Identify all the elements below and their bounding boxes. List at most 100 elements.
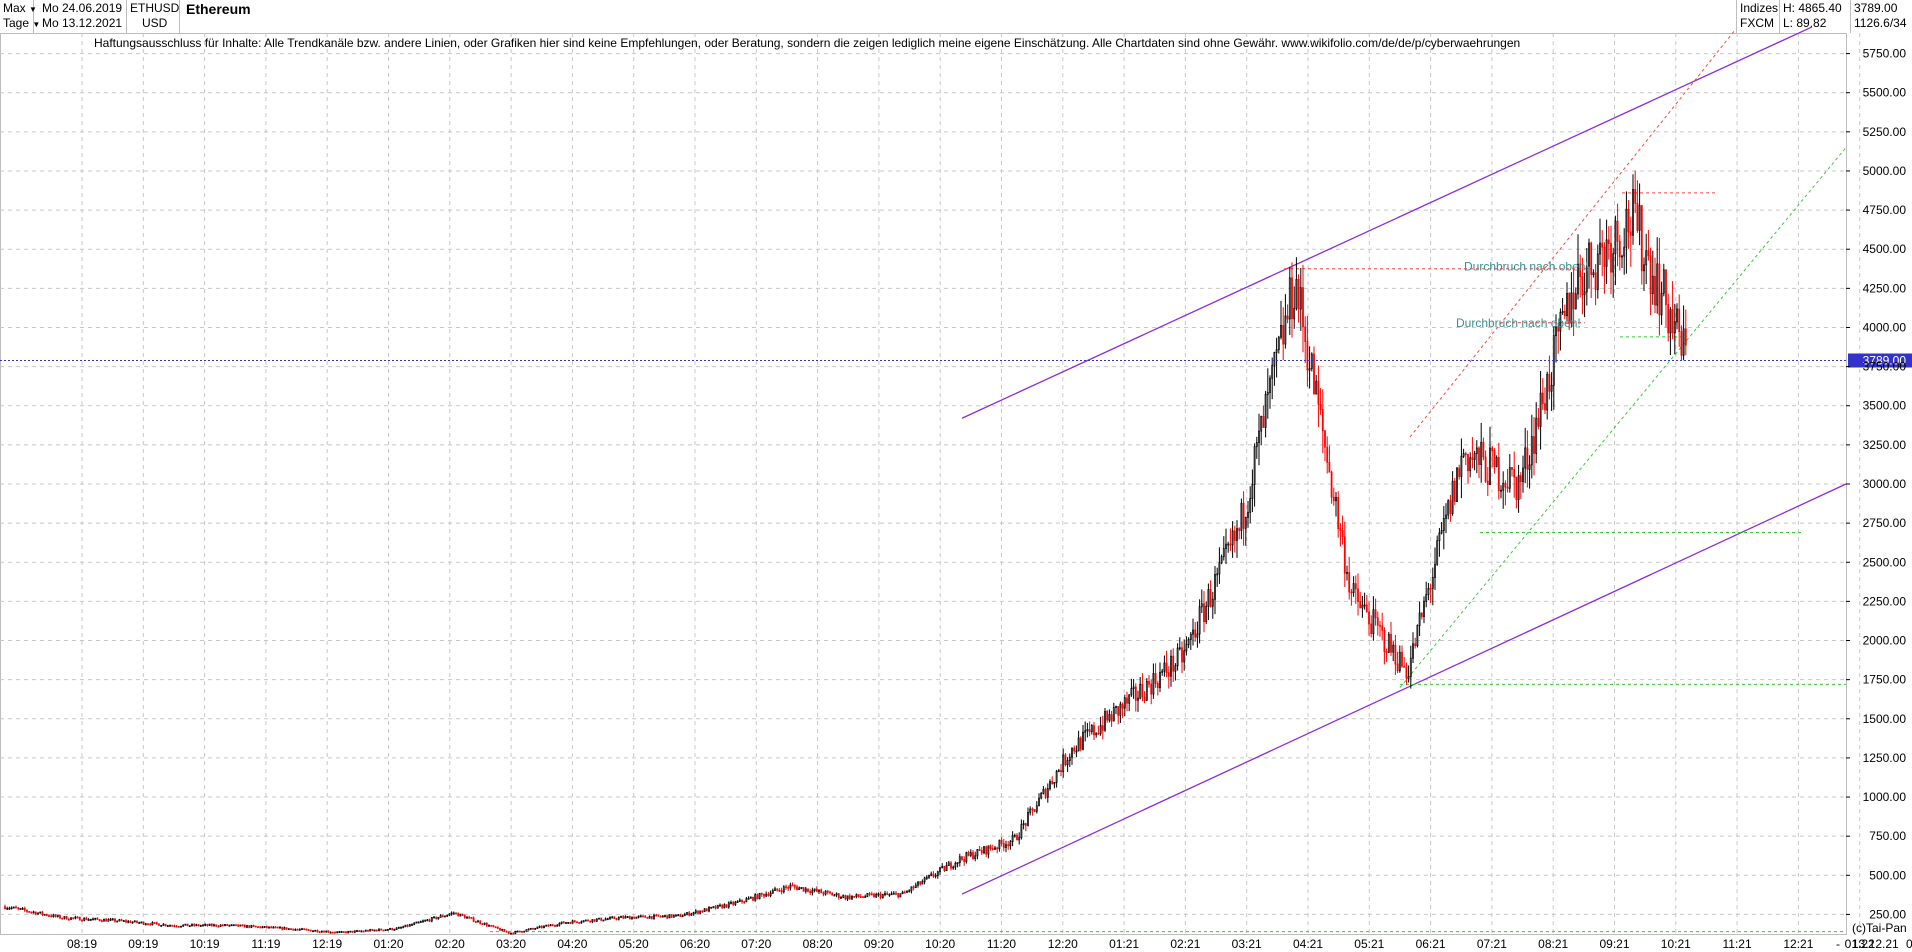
candle-body	[331, 931, 334, 934]
candle-body	[939, 867, 941, 873]
candle-body	[166, 925, 169, 927]
candle-body	[947, 862, 950, 866]
candle-body	[1306, 341, 1309, 371]
candle-body	[1126, 697, 1128, 704]
y-tick-label: 4000.00	[1863, 320, 1907, 334]
candle-body	[450, 912, 453, 915]
candle-body	[1621, 255, 1623, 258]
candle-body	[448, 913, 451, 916]
x-tick-label: 02:20	[435, 937, 465, 951]
candle-body	[397, 926, 400, 929]
candle-body	[961, 856, 963, 860]
candle-body	[1434, 563, 1436, 578]
candle-body	[1288, 277, 1291, 320]
candle-body	[219, 924, 222, 927]
candle-body	[1095, 732, 1098, 736]
candle-body	[512, 932, 515, 935]
candle-body	[752, 896, 754, 901]
candle-body	[1216, 573, 1219, 576]
candle-body	[659, 915, 662, 918]
candle-body	[1156, 683, 1159, 688]
candle-body	[620, 916, 622, 918]
candle-body	[1656, 263, 1659, 306]
candle-body	[1038, 797, 1040, 807]
candle-body	[371, 929, 374, 931]
candle-body	[1634, 189, 1637, 204]
candle-body	[1638, 205, 1641, 231]
candle-body	[305, 928, 308, 931]
candle-body	[378, 928, 380, 932]
candle-body	[287, 928, 290, 931]
candle-body	[1227, 543, 1230, 546]
candle-body	[554, 924, 556, 927]
header-period-box[interactable]: Max ▼ Tage ▼	[0, 0, 40, 33]
candle-body	[1544, 403, 1546, 411]
symbol: ETHUSD	[130, 1, 180, 15]
candle-body	[1060, 770, 1062, 773]
candle-body	[1062, 754, 1065, 773]
candle-body	[1579, 263, 1582, 278]
x-tick-label: 01:21	[1109, 937, 1139, 951]
candle-body	[285, 927, 288, 930]
candle-body	[1280, 324, 1282, 338]
candle-body	[690, 913, 693, 916]
candle-body	[1297, 279, 1300, 310]
candle-body	[727, 902, 730, 908]
candle-body	[664, 915, 666, 918]
candle-body	[1649, 255, 1652, 294]
candle-body	[1286, 315, 1289, 320]
candle-body	[54, 914, 57, 917]
candle-body	[1491, 447, 1494, 451]
candle-body	[314, 929, 317, 932]
candle-body	[679, 914, 682, 917]
candle-body	[631, 916, 633, 920]
candle-body	[360, 930, 363, 933]
y-tick-label: 2750.00	[1863, 516, 1907, 530]
candle-body	[1035, 805, 1038, 812]
candle-body	[1121, 703, 1124, 709]
candle-body	[30, 911, 33, 914]
candle-body	[1583, 291, 1586, 296]
candle-body	[1568, 292, 1571, 324]
x-tick-label: 10:21	[1661, 937, 1691, 951]
candle-body	[1066, 760, 1069, 766]
candle-body	[1482, 441, 1485, 458]
candle-body	[340, 931, 343, 933]
candle-body	[1574, 293, 1577, 310]
candle-body	[1418, 612, 1421, 626]
candle-body	[250, 925, 253, 928]
candle-body	[353, 930, 356, 933]
x-tick-label: 09:21	[1599, 937, 1629, 951]
candle-body	[529, 927, 532, 930]
candle-body	[1236, 528, 1238, 541]
candle-body	[1249, 498, 1252, 513]
interval-selector[interactable]: Tage ▼	[3, 16, 40, 32]
candle-body	[686, 912, 688, 915]
candle-body	[1247, 511, 1249, 518]
candle-body	[743, 901, 746, 904]
candle-body	[444, 915, 446, 918]
candle-body	[1240, 502, 1243, 531]
period-selector[interactable]: Max ▼	[3, 1, 37, 17]
candle-body	[622, 916, 625, 919]
candle-body	[886, 893, 889, 895]
candle-body	[892, 892, 895, 895]
candle-body	[730, 901, 732, 904]
candle-body	[466, 916, 468, 919]
candle-body	[983, 846, 985, 854]
candle-body	[1134, 686, 1137, 701]
candle-body	[868, 893, 871, 895]
candle-body	[257, 926, 259, 929]
candle-body	[323, 930, 325, 933]
x-tick-label: 03:21	[1232, 937, 1262, 951]
candle-body	[1508, 467, 1511, 489]
x-tick-label: 11:20	[987, 937, 1016, 951]
candle-body	[127, 920, 130, 923]
candle-body	[1471, 457, 1474, 460]
candle-body	[34, 911, 37, 915]
candle-body	[268, 926, 270, 929]
candle-body	[426, 919, 429, 922]
candle-body	[1605, 239, 1608, 267]
candle-body	[169, 924, 171, 927]
